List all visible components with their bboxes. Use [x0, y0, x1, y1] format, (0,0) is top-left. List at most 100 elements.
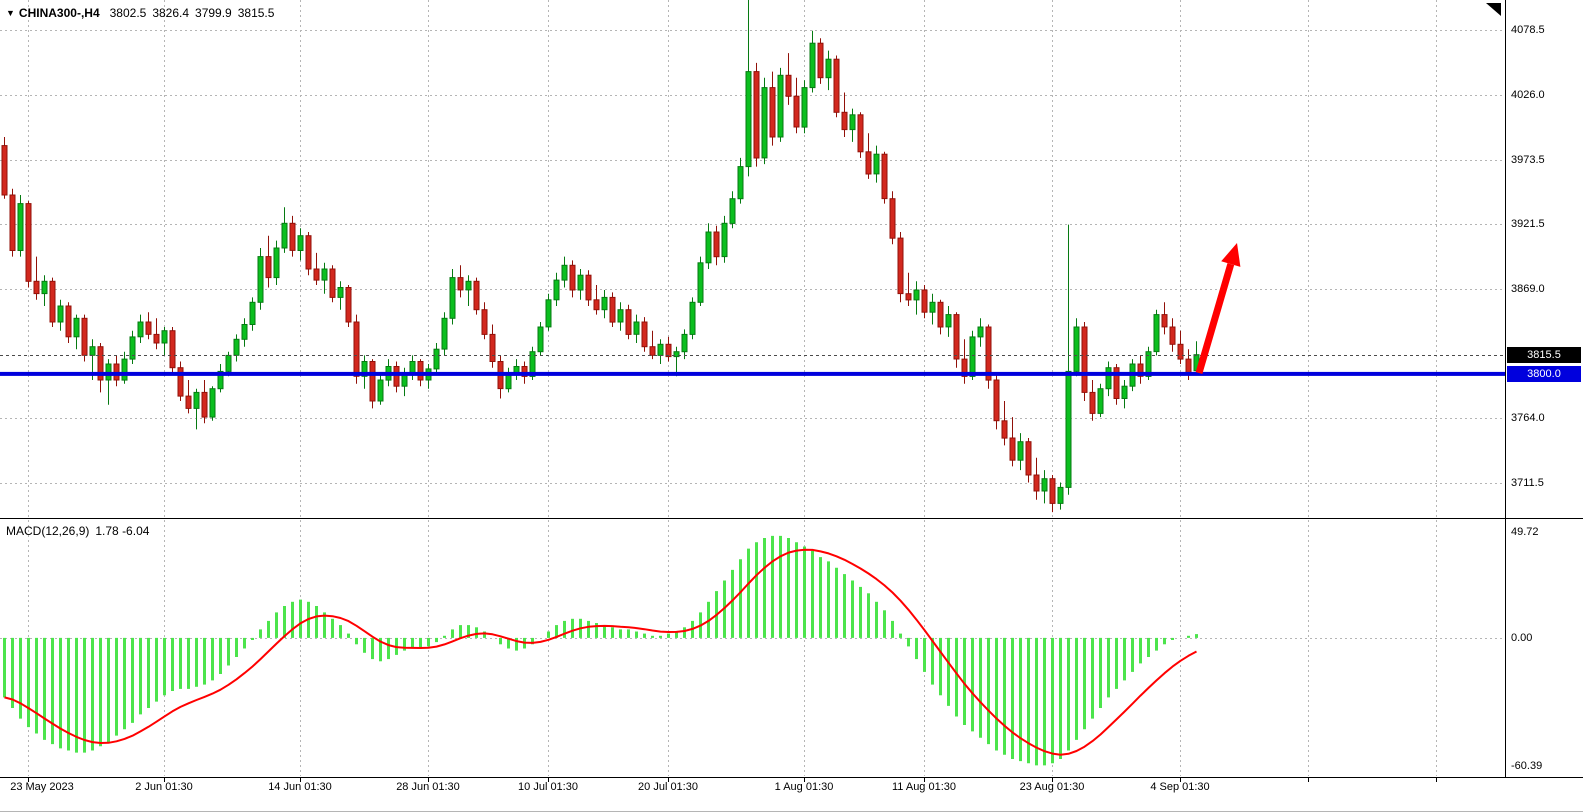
candle-body [1153, 314, 1160, 353]
time-axis-label: 1 Aug 01:30 [774, 781, 834, 793]
candle [825, 50, 832, 91]
candle [729, 191, 736, 229]
candle [153, 318, 160, 350]
candle-body [721, 222, 728, 258]
candle-body [713, 231, 720, 258]
candle-body [297, 235, 304, 251]
macd-signal-line [4, 548, 1197, 756]
trend-arrow[interactable] [1195, 243, 1241, 374]
candle-body [129, 336, 136, 360]
candle-body [257, 256, 264, 303]
candle-body [1009, 437, 1016, 461]
candle-body [737, 166, 744, 200]
candle-body [361, 361, 368, 377]
candle-body [449, 277, 456, 319]
candle-body [913, 289, 920, 301]
candle-body [169, 330, 176, 369]
candle-body [217, 370, 224, 390]
level-price-badge[interactable]: 3800.0 [1507, 365, 1581, 382]
candle [761, 77, 768, 165]
candle [313, 252, 320, 285]
candle-body [937, 301, 944, 328]
candle [905, 272, 912, 306]
time-axis-label: 4 Sep 01:30 [1150, 781, 1210, 793]
candle [849, 108, 856, 142]
candle [81, 314, 88, 362]
candle-body [945, 314, 952, 328]
symbol-dropdown-icon[interactable]: ▼ [6, 8, 15, 18]
candle-body [1185, 358, 1192, 375]
candle [977, 318, 984, 347]
candle-body [225, 354, 232, 372]
candle-body [785, 74, 792, 97]
candle [793, 77, 800, 134]
candle-body [817, 42, 824, 79]
candle [569, 260, 576, 298]
candle [681, 329, 688, 360]
candle [377, 373, 384, 405]
time-axis-label: 10 Jul 01:30 [518, 781, 578, 793]
candle [1137, 355, 1144, 384]
candle [785, 53, 792, 105]
candle-body [657, 343, 664, 356]
candle-body [393, 366, 400, 387]
candle [137, 314, 144, 343]
candle-body [889, 198, 896, 239]
candle [857, 112, 864, 158]
candle [593, 285, 600, 315]
candle-body [433, 348, 440, 370]
horizontal-level-line[interactable] [0, 371, 1505, 376]
candle [433, 343, 440, 374]
time-axis-label: 2 Jun 01:30 [135, 781, 193, 793]
candle [561, 256, 568, 288]
candle-body [689, 301, 696, 335]
candle-body [17, 203, 24, 252]
candle [233, 334, 240, 362]
candle [281, 207, 288, 253]
chart-shift-marker[interactable] [1486, 3, 1501, 16]
candle [753, 62, 760, 167]
candle-body [577, 274, 584, 291]
candle [721, 215, 728, 263]
candle [929, 293, 936, 325]
candle [689, 297, 696, 340]
candle [625, 304, 632, 340]
candle-body [1145, 351, 1152, 377]
candle-body [609, 296, 616, 323]
candle-body [681, 333, 688, 353]
candle-body [49, 280, 56, 323]
time-axis-label: 28 Jun 01:30 [396, 781, 460, 793]
candle [297, 228, 304, 261]
candle [737, 157, 744, 204]
candle [1065, 224, 1072, 495]
candle-body [1169, 326, 1176, 345]
candle [1041, 470, 1048, 504]
candle [265, 235, 272, 288]
candle-body [929, 301, 936, 313]
candle-body [369, 361, 376, 402]
candle [345, 285, 352, 327]
candle [113, 355, 120, 387]
indicator-label: MACD(12,26,9) 1.78 -6.04 [6, 524, 155, 538]
price-axis-label: 3921.5 [1511, 218, 1545, 230]
candle-body [793, 95, 800, 128]
candle-body [273, 247, 280, 279]
candle-body [969, 336, 976, 377]
candle-body [345, 287, 352, 323]
candle-body [321, 268, 328, 281]
candle-body [625, 309, 632, 335]
candle-body [753, 71, 760, 159]
candle-body [9, 194, 16, 251]
candle-body [833, 58, 840, 113]
candle [305, 232, 312, 276]
candle [865, 133, 872, 179]
candle-body [745, 71, 752, 168]
candle-body [825, 58, 832, 79]
candle-body [673, 351, 680, 358]
candle-body [161, 330, 168, 344]
candle [1017, 433, 1024, 471]
candle [393, 361, 400, 393]
candle [185, 380, 192, 414]
candle [1057, 482, 1064, 510]
